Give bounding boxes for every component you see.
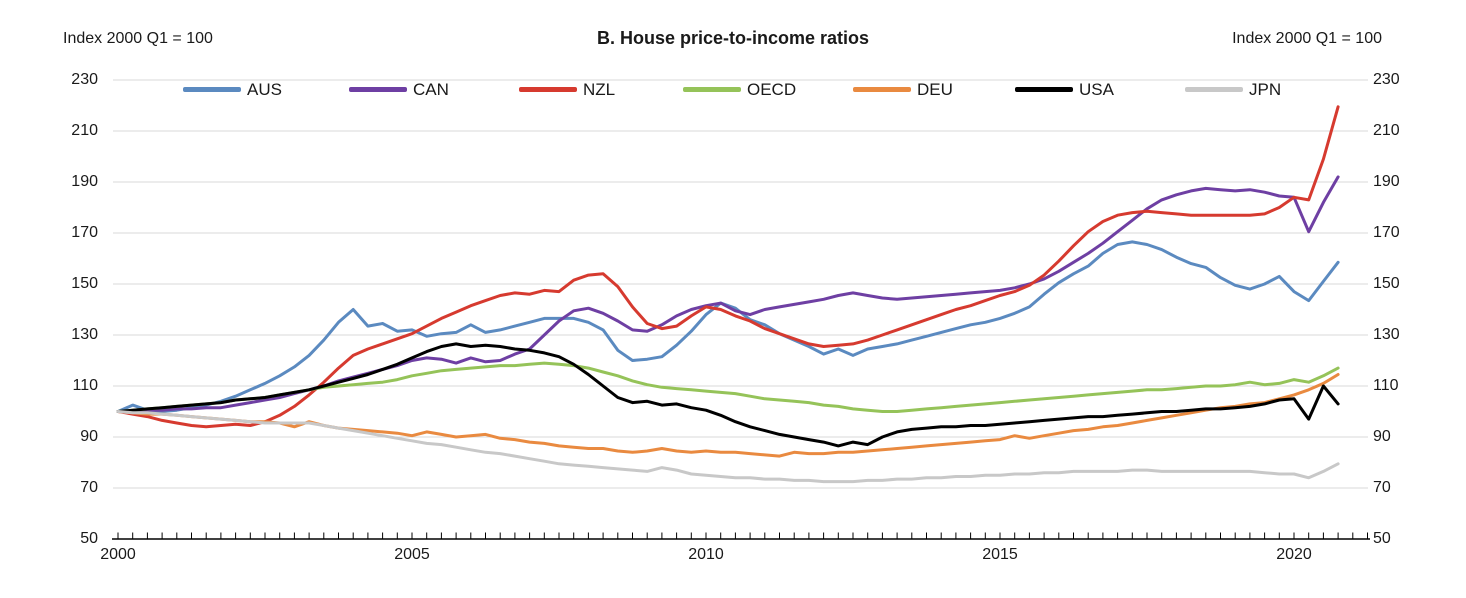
legend-label-AUS: AUS (247, 80, 282, 99)
y-axis-label-left-130: 130 (71, 326, 98, 343)
y-axis-label-right-50: 50 (1373, 530, 1391, 547)
y-axis-label-left-70: 70 (80, 479, 98, 496)
y-axis-label-left-90: 90 (80, 428, 98, 445)
y-axis-label-right-230: 230 (1373, 71, 1400, 88)
series-line-OECD (116, 361, 1340, 413)
x-axis-label-2005: 2005 (394, 546, 430, 563)
y-axis-label-right-130: 130 (1373, 326, 1400, 343)
legend-item-DEU: DEU (853, 80, 953, 99)
legend-swatch-NZL (519, 87, 577, 92)
legend-item-CAN: CAN (349, 80, 449, 99)
series-line-JPN (116, 410, 1340, 484)
x-axis-label-2020: 2020 (1276, 546, 1312, 563)
legend-item-JPN: JPN (1185, 80, 1281, 99)
legend-label-NZL: NZL (583, 80, 616, 99)
left-axis-unit-label: Index 2000 Q1 = 100 (63, 30, 213, 47)
x-axis-label-2000: 2000 (100, 546, 136, 563)
legend-label-OECD: OECD (747, 80, 797, 99)
legend-label-DEU: DEU (917, 80, 953, 99)
legend-swatch-JPN (1185, 87, 1243, 92)
y-axis-label-right-70: 70 (1373, 479, 1391, 496)
legend-label-USA: USA (1079, 80, 1114, 99)
legend-swatch-DEU (853, 87, 911, 92)
x-axis-label-2015: 2015 (982, 546, 1018, 563)
y-axis-label-right-90: 90 (1373, 428, 1391, 445)
right-axis-unit-label: Index 2000 Q1 = 100 (1232, 30, 1382, 47)
y-axis-label-right-110: 110 (1373, 377, 1399, 394)
legend-swatch-CAN (349, 87, 407, 92)
chart-title: B. House price-to-income ratios (596, 28, 870, 48)
y-axis-label-right-210: 210 (1373, 122, 1400, 139)
y-axis-label-right-190: 190 (1373, 173, 1400, 190)
y-axis-label-left-110: 110 (72, 377, 98, 394)
y-axis-label-right-150: 150 (1373, 275, 1400, 292)
series-line-USA (116, 342, 1340, 448)
y-axis-label-left-150: 150 (71, 275, 98, 292)
legend-swatch-USA (1015, 87, 1073, 92)
y-axis-label-left-190: 190 (71, 173, 98, 190)
legend-label-JPN: JPN (1249, 80, 1282, 99)
y-axis-label-right-170: 170 (1373, 224, 1400, 241)
legend-label-CAN: CAN (413, 80, 449, 99)
legend-item-USA: USA (1015, 80, 1114, 99)
legend-swatch-OECD (683, 87, 741, 92)
legend-swatch-AUS (183, 87, 241, 92)
x-axis-label-2010: 2010 (688, 546, 724, 563)
y-axis-label-left-170: 170 (71, 224, 98, 241)
y-axis-label-left-50: 50 (80, 530, 98, 547)
legend-item-AUS: AUS (183, 80, 282, 99)
series-line-NZL (116, 105, 1340, 429)
legend-item-OECD: OECD (683, 80, 796, 99)
y-axis-label-left-210: 210 (71, 122, 98, 139)
legend-item-NZL: NZL (519, 80, 615, 99)
series-line-DEU (116, 373, 1340, 458)
y-axis-label-left-230: 230 (71, 71, 98, 88)
